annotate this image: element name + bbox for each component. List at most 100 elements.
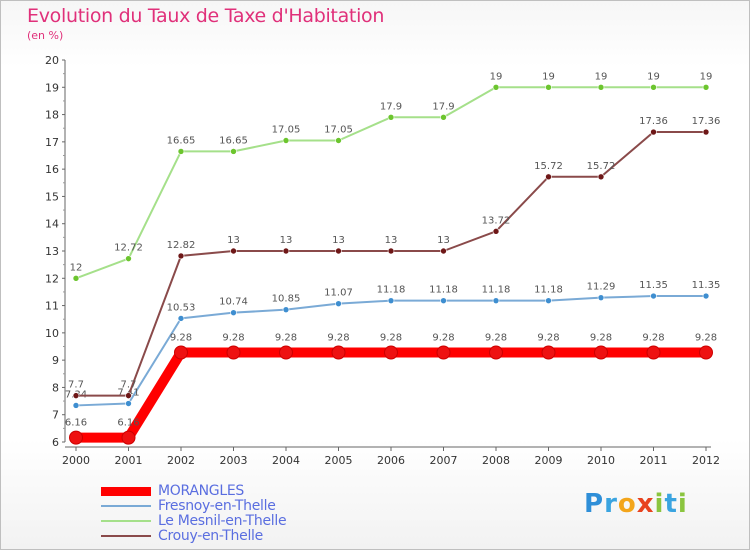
data-point [174,345,188,360]
logo-letter: x [636,489,655,519]
data-label: 6.16 [65,418,87,429]
data-point [282,137,290,144]
y-tick-label: 11 [45,300,59,313]
data-point [125,255,132,262]
data-label: 16.65 [219,135,248,146]
data-label: 12.82 [167,240,196,251]
series-crouy-en-thelle: 7.7 7.7 12.82 13 13 13 13 13 13.72 15.72 15.72 17.3… [68,116,720,399]
data-point [436,345,451,360]
data-point [545,173,552,181]
logo-letter: P [584,489,605,519]
data-point [650,128,657,136]
data-label: 12 [70,262,83,273]
data-label: 12.72 [114,243,143,254]
y-tick-label: 16 [45,163,59,176]
data-label: 17.36 [639,116,668,127]
data-label: 11.18 [429,285,458,296]
data-label: 9.28 [170,333,192,344]
data-point [335,137,342,144]
data-label: 15.72 [534,161,563,172]
data-label: 13 [227,235,240,246]
x-tick-label: 2011 [640,454,668,467]
data-label: 19 [490,71,503,82]
y-tick-label: 9 [52,354,59,367]
data-label: 9.28 [327,333,349,344]
legend-swatch [101,505,151,507]
x-tick-label: 2000 [62,454,90,467]
data-label: 19 [700,71,713,82]
data-point [121,430,136,445]
x-tick-label: 2002 [167,454,195,467]
y-tick-label: 17 [45,136,59,149]
y-tick-label: 15 [45,190,59,203]
x-tick-label: 2010 [587,454,615,467]
y-unit-label: (en %) [27,29,64,42]
data-label: 9.28 [590,333,612,344]
x-tick-label: 2003 [220,454,248,467]
data-point [125,392,132,399]
data-label: 9.28 [485,333,507,344]
data-label: 11.35 [639,280,668,291]
series-le-mesnil-en-thelle: 12 12.72 16.65 16.65 17.05 17.05 17.9 17.9 19 19 1… [70,71,713,282]
data-point [702,83,710,91]
logo-letter: i [677,489,688,519]
data-label: 13 [437,235,450,246]
data-point [594,345,608,360]
data-label: 13 [385,235,398,246]
data-point [702,292,710,300]
x-tick-label: 2006 [377,454,405,467]
legend-swatch [101,535,151,537]
y-tick-label: 6 [52,436,59,449]
data-label: 13 [332,235,345,246]
x-tick-label: 2009 [535,454,563,467]
data-label: 9.28 [432,333,454,344]
data-point [177,148,185,155]
data-label: 11.35 [692,280,721,291]
data-point [230,247,237,255]
data-label: 15.72 [587,161,616,172]
data-point [72,392,80,399]
data-point [492,83,500,91]
y-tick-label: 12 [45,272,59,285]
y-tick-label: 18 [45,109,59,122]
legend-swatch [101,486,151,496]
data-label: 11.18 [482,285,511,296]
data-point [440,297,447,304]
data-point [279,345,293,360]
data-label: 19 [595,71,608,82]
data-label: 19 [647,71,660,82]
data-point [702,128,710,136]
data-label: 11.29 [587,282,616,293]
y-tick-label: 13 [45,245,59,258]
data-point [331,345,346,360]
data-label: 17.9 [432,101,454,112]
data-point [646,345,661,360]
series-fresnoy-en-thelle: 7.347.4110.5310.7410.8511.0711.1811.1811… [65,280,721,409]
data-point [177,315,185,322]
y-tick-label: 8 [52,381,59,394]
series-morangles: 6.16 6.16 9.28 9.28 9.28 9.28 9.28 9.28 9.28 9.28… [65,333,717,445]
data-label: 17.05 [272,124,301,135]
legend-label: MORANGLES [158,483,244,499]
logo-letter: t [664,489,678,519]
data-point [177,252,185,260]
data-label: 9.28 [222,333,244,344]
data-point [230,309,237,316]
data-point [226,345,241,360]
x-tick-label: 2005 [325,454,353,467]
data-point [597,294,605,301]
data-point [650,292,657,300]
data-label: 6.16 [117,418,139,429]
data-label: 17.36 [692,116,721,127]
data-point [492,297,500,304]
data-label: 9.28 [275,333,297,344]
data-point [72,402,80,409]
data-point [384,345,398,360]
legend-label: Fresnoy-en-Thelle [158,498,276,514]
logo-letter: r [604,489,618,519]
x-tick-label: 2008 [482,454,510,467]
legend-swatch [101,520,151,522]
data-point [282,306,290,313]
data-label: 10.85 [272,294,301,305]
data-point [545,297,552,304]
